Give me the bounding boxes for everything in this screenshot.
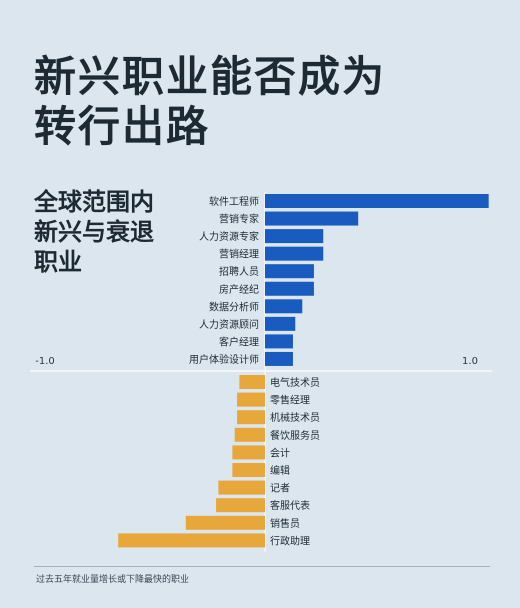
category-label-declining: 电气技术员 <box>270 376 320 389</box>
bar-emerging <box>265 229 324 244</box>
page-title: 新兴职业能否成为 转行出路 <box>34 52 386 152</box>
category-label-emerging: 招聘人员 <box>219 265 259 278</box>
chart-subtitle: 全球范围内 新兴与衰退 职业 <box>34 187 154 277</box>
bar-declining <box>234 427 265 442</box>
bar-declining <box>216 498 265 513</box>
category-label-declining: 记者 <box>270 483 290 495</box>
title-line-1: 新兴职业能否成为 <box>34 52 387 101</box>
title-line-2: 转行出路 <box>34 102 211 151</box>
category-label-emerging: 人力资源顾问 <box>199 318 259 331</box>
category-label-emerging: 数据分析师 <box>209 300 259 313</box>
category-label-emerging: 营销专家 <box>219 213 259 226</box>
bar-emerging <box>265 351 293 366</box>
category-label-emerging: 软件工程师 <box>209 195 259 208</box>
category-label-declining: 零售经理 <box>270 394 310 407</box>
bar-emerging <box>265 194 489 208</box>
category-label-declining: 客服代表 <box>270 499 310 512</box>
category-label-declining: 机械技术员 <box>270 411 320 424</box>
category-label-emerging: 房产经纪 <box>219 283 259 296</box>
subtitle-line-1: 全球范围内 <box>34 188 154 216</box>
category-label-declining: 销售员 <box>270 517 300 530</box>
bar-emerging <box>265 211 359 226</box>
bar-declining <box>239 375 265 389</box>
bar-emerging <box>265 299 303 314</box>
category-label-declining: 餐饮服务员 <box>270 429 320 442</box>
footer-divider <box>34 566 490 567</box>
bar-emerging <box>265 246 324 261</box>
bar-emerging <box>265 334 293 349</box>
bar-emerging <box>265 264 314 279</box>
bar-emerging <box>265 316 296 331</box>
footer-note: 过去五年就业量增长或下降最快的职业 <box>36 575 190 585</box>
bar-declining <box>232 445 265 460</box>
bar-declining <box>232 463 265 477</box>
category-label-declining: 行政助理 <box>270 534 310 547</box>
category-label-emerging: 用户体验设计师 <box>189 353 259 366</box>
bar-declining <box>237 392 265 407</box>
category-label-declining: 会计 <box>270 446 290 459</box>
subtitle-line-3: 职业 <box>34 248 82 276</box>
x-tick-label-max: 1.0 <box>462 356 478 367</box>
category-label-emerging: 客户经理 <box>219 335 259 348</box>
bar-emerging <box>265 281 314 296</box>
bar-declining <box>237 410 265 425</box>
bar-declining <box>218 480 265 495</box>
category-label-declining: 编辑 <box>270 464 290 477</box>
x-tick-label-min: -1.0 <box>35 356 55 367</box>
subtitle-line-2: 新兴与衰退 <box>34 218 154 246</box>
category-label-emerging: 营销经理 <box>219 248 259 261</box>
bar-declining <box>185 515 265 530</box>
category-label-emerging: 人力资源专家 <box>199 230 259 243</box>
bar-declining <box>118 533 266 548</box>
